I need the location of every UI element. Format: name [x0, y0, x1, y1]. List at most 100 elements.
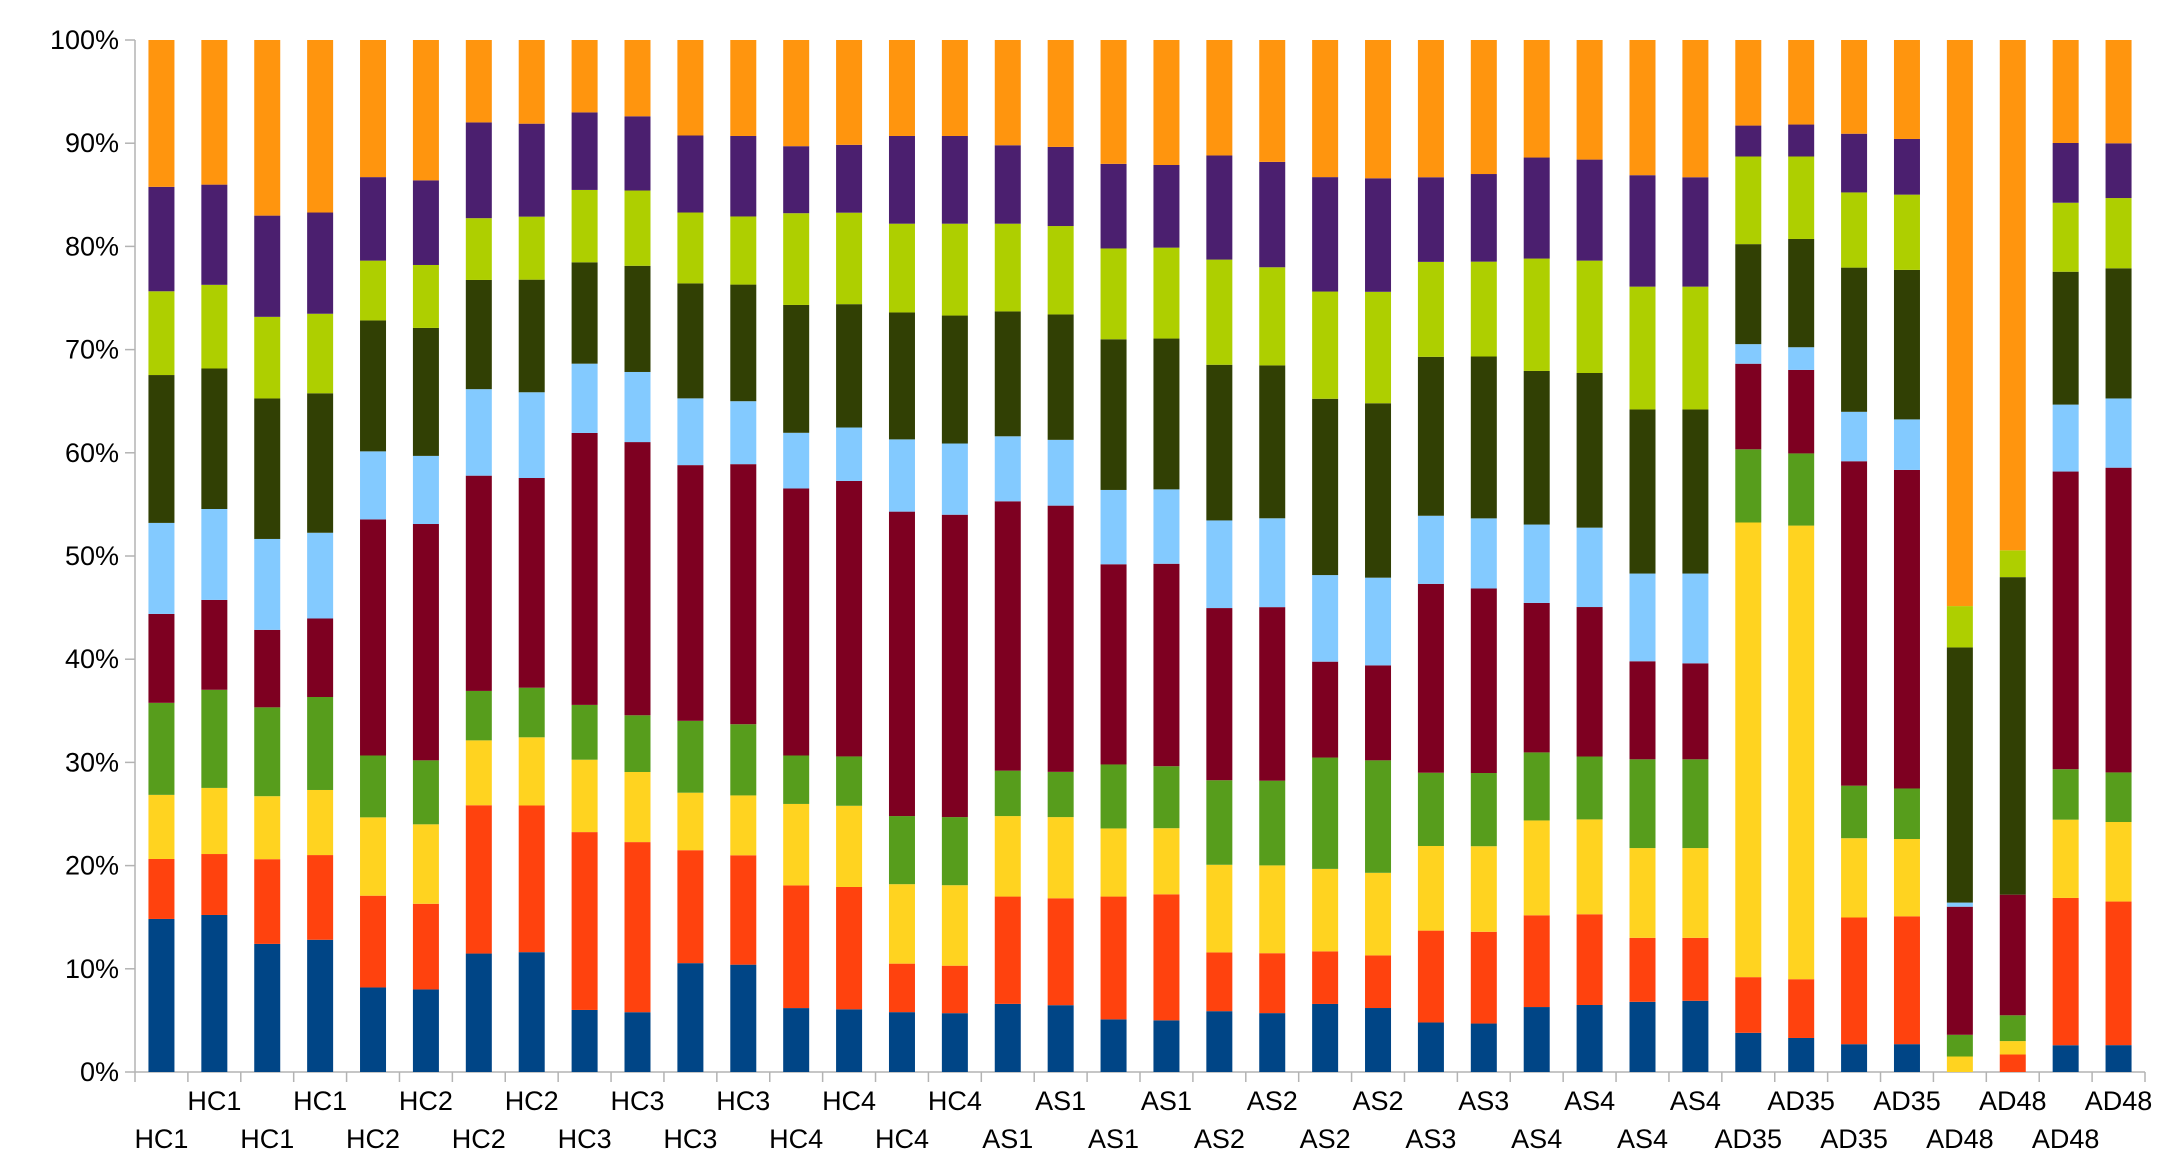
bar-segment: [1788, 40, 1815, 125]
bar-segment: [1470, 356, 1497, 519]
bar-segment: [1999, 1015, 2026, 1042]
bar-segment: [888, 135, 915, 224]
bar-segment: [888, 511, 915, 817]
bar-segment: [571, 832, 598, 1010]
bar-segment: [1365, 291, 1392, 404]
bar-segment: [624, 40, 651, 117]
bar-segment: [677, 283, 704, 399]
bar-segment: [201, 184, 228, 285]
bar-segment: [148, 375, 175, 523]
bar-segment: [1576, 756, 1603, 820]
x-category-label: AD35: [1715, 1124, 1783, 1154]
bar-segment: [571, 112, 598, 190]
bar-segment: [888, 439, 915, 512]
bar-segment: [1946, 902, 1973, 907]
bar-segment: [412, 989, 439, 1072]
bar-segment: [836, 212, 863, 305]
bar-segment: [1153, 40, 1180, 165]
bar-segment: [1259, 518, 1286, 608]
bar-segment: [1841, 838, 1868, 918]
bar-segment: [1788, 347, 1815, 370]
bar-segment: [1999, 40, 2026, 551]
bar-segment: [836, 480, 863, 757]
bar-segment: [836, 805, 863, 887]
bar-segment: [1629, 937, 1656, 1002]
bar-segment: [1312, 177, 1339, 292]
bar-segment: [518, 687, 545, 738]
bar-segment: [1523, 752, 1550, 821]
bar-segment: [2052, 819, 2079, 898]
bar-segment: [254, 943, 281, 1072]
bar-segment: [254, 215, 281, 317]
x-category-label: AS4: [1670, 1086, 1721, 1116]
bar-segment: [1259, 161, 1286, 268]
bar-segment: [201, 284, 228, 369]
bar-segment: [1100, 40, 1127, 164]
bar-segment: [254, 538, 281, 630]
bar-segment: [677, 963, 704, 1072]
bar-segment: [1259, 267, 1286, 366]
bar-segment: [1153, 894, 1180, 1021]
bar-segment: [148, 918, 175, 1072]
bar-segment: [1206, 520, 1233, 609]
bar-segment: [1893, 40, 1920, 139]
bar-segment: [677, 398, 704, 466]
bar-segment: [148, 613, 175, 703]
bar-segment: [677, 850, 704, 964]
bar-segment: [1470, 773, 1497, 847]
bar-segment: [1206, 259, 1233, 365]
bar-segment: [1312, 868, 1339, 952]
x-category-label: HC3: [558, 1124, 612, 1154]
bar-segment: [1312, 661, 1339, 758]
bar-segment: [1999, 577, 2026, 895]
bar-segment: [1788, 238, 1815, 348]
bar-segment: [1576, 260, 1603, 374]
x-category-label: AS1: [1088, 1124, 1139, 1154]
bar-segment: [1735, 344, 1762, 364]
bar-segment: [412, 40, 439, 181]
bar-segment: [624, 265, 651, 372]
bar-segment: [1206, 364, 1233, 521]
bar-segment: [1841, 267, 1868, 412]
bar-segment: [1523, 820, 1550, 916]
bar-segment: [994, 770, 1021, 817]
bar-segment: [1735, 449, 1762, 523]
y-tick-label: 50%: [65, 541, 119, 571]
bar-segment: [1417, 515, 1444, 584]
y-tick-label: 60%: [65, 438, 119, 468]
bar-segment: [1417, 845, 1444, 931]
bar-segment: [1735, 40, 1762, 126]
bar-segment: [571, 432, 598, 705]
bar-segment: [1259, 365, 1286, 519]
bar-segment: [2105, 772, 2132, 823]
bar-segment: [836, 304, 863, 428]
bar-segment: [1365, 40, 1392, 179]
bar-segment: [1206, 864, 1233, 953]
bar-segment: [1365, 178, 1392, 292]
bar-segment: [1629, 175, 1656, 287]
bar-segment: [1735, 125, 1762, 157]
bar-segment: [783, 213, 810, 305]
bar-segment: [624, 1012, 651, 1072]
bar-segment: [1100, 828, 1127, 897]
bar-segment: [1523, 602, 1550, 753]
bar-segment: [307, 532, 334, 619]
bar-segment: [148, 186, 175, 292]
bar-segment: [2105, 1045, 2132, 1072]
bar-segment: [465, 475, 492, 691]
bar-segment: [1047, 146, 1074, 227]
bar-segment: [1841, 411, 1868, 462]
bars-group: [148, 40, 2132, 1072]
bar-segment: [2052, 142, 2079, 203]
bar-segment: [254, 859, 281, 944]
bar-segment: [888, 1012, 915, 1072]
bar-segment: [360, 755, 387, 818]
x-category-label: AD48: [1926, 1124, 1994, 1154]
bar-segment: [1893, 419, 1920, 470]
bar-segment: [571, 189, 598, 263]
bar-segment: [1893, 269, 1920, 420]
bar-segment: [1470, 261, 1497, 357]
x-category-label: AD35: [1820, 1124, 1888, 1154]
y-tick-label: 100%: [50, 25, 119, 55]
x-category-label: HC2: [452, 1124, 506, 1154]
